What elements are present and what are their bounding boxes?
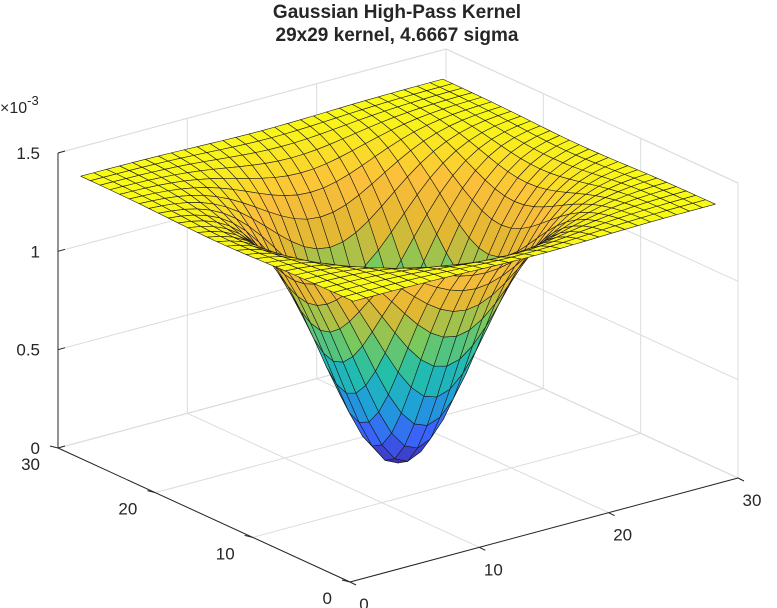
z-tick-label: 0.5 — [16, 341, 40, 360]
grid-line-y — [155, 388, 544, 494]
surface-cell — [343, 293, 367, 302]
axis-lines — [49, 150, 745, 586]
x-axis-line — [349, 477, 739, 583]
grid-line-z-side — [445, 48, 739, 184]
y-tick-mark — [341, 579, 351, 583]
z-tick-label: 1.5 — [16, 144, 40, 163]
grid-line-z-back — [57, 48, 447, 154]
grid-line-z-side — [445, 343, 739, 479]
grid-line-y — [252, 432, 641, 538]
y-axis-line — [57, 447, 351, 583]
z-tick-mark — [57, 445, 66, 449]
x-tick-label: 30 — [743, 491, 762, 510]
z-exponent-prefix: ×10 — [0, 100, 27, 117]
x-tick-mark — [479, 546, 486, 551]
grid-line-x — [187, 412, 480, 548]
z-tick-mark — [57, 248, 66, 252]
z-tick-label: 0 — [31, 439, 40, 458]
y-tick-mark — [147, 490, 156, 494]
x-tick-label: 10 — [484, 560, 503, 579]
z-tick-mark — [57, 347, 66, 351]
z-tick-label: 1 — [31, 242, 40, 261]
y-tick-mark — [244, 534, 253, 538]
y-tick-label: 10 — [216, 544, 235, 563]
x-tick-label: 0 — [359, 595, 368, 608]
z-exponent-power: -3 — [27, 93, 39, 108]
chart-title: Gaussian High-Pass Kernel — [273, 2, 521, 23]
y-tick-mark — [49, 445, 59, 449]
y-tick-label: 20 — [118, 500, 137, 519]
y-tick-label: 30 — [21, 455, 40, 474]
x-tick-mark — [349, 581, 357, 586]
z-tick-mark — [57, 150, 66, 154]
surface-mesh — [80, 78, 716, 464]
chart-subtitle: 29x29 kernel, 4.6667 sigma — [276, 25, 519, 46]
x-tick-label: 20 — [613, 526, 632, 545]
x-tick-mark — [737, 477, 745, 482]
y-tick-label: 0 — [323, 589, 332, 608]
z-exponent-label: ×10-3 — [0, 93, 39, 117]
x-tick-mark — [608, 512, 615, 517]
